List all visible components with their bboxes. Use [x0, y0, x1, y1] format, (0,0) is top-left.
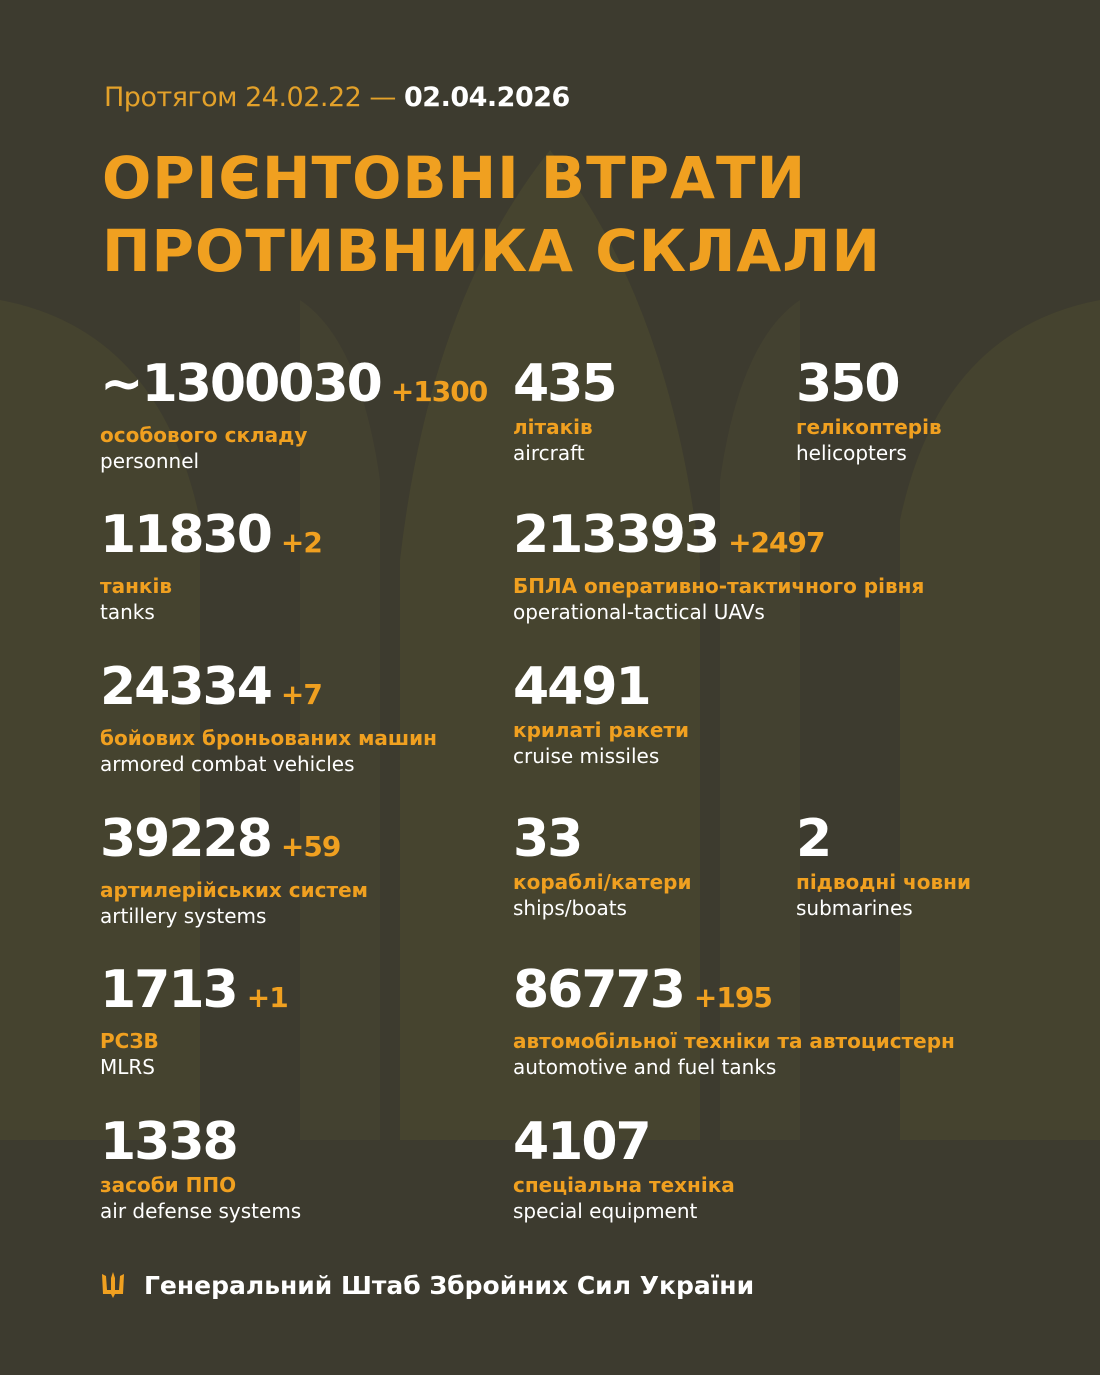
- stat-value: 1713 +1: [100, 960, 289, 1026]
- stat-number: 4107: [513, 1112, 652, 1172]
- stat-label-ua: літаків: [513, 415, 593, 439]
- footer-text: Генеральний Штаб Збройних Сил України: [144, 1270, 755, 1300]
- stat-label-en: submarines: [796, 896, 913, 920]
- stat-operational-tactical-uavs: 213393 +2497 БПЛА оперативно-тактичного р…: [513, 507, 924, 625]
- stat-delta: +2: [280, 526, 323, 559]
- stat-delta: +59: [280, 830, 341, 863]
- stat-air-defense-systems: 1338 засоби ППО air defense systems: [100, 1114, 301, 1224]
- stat-artillery-systems: 39228 +59 артилерійських систем artillery…: [100, 811, 368, 929]
- stat-number: 39228: [100, 809, 273, 869]
- stat-label-ua: автомобільної техніки та автоцистерн: [513, 1029, 955, 1053]
- stat-label-ua: бойових броньованих машин: [100, 726, 437, 750]
- stat-value: 4107: [513, 1114, 735, 1170]
- stat-special-equipment: 4107 спеціальна техніка special equipmen…: [513, 1114, 735, 1224]
- stat-number: ~1300030: [100, 354, 383, 414]
- stat-aircraft: 435 літаків aircraft: [513, 354, 618, 466]
- footer: Генеральний Штаб Збройних Сил України: [100, 1270, 754, 1300]
- title-line: ОРІЄНТОВНІ ВТРАТИ: [102, 144, 807, 212]
- stat-submarines: 2 підводні човни submarines: [796, 811, 971, 921]
- stat-label-ua: гелікоптерів: [796, 415, 942, 439]
- stat-label-ua: РСЗВ: [100, 1029, 159, 1053]
- stat-automotive-and-fuel-tanks: 86773 +195 автомобільної техніки та автоц…: [513, 962, 955, 1080]
- title-line: ПРОТИВНИКА СКЛАЛИ: [102, 217, 881, 285]
- stat-value: 2: [796, 811, 971, 867]
- stat-delta: +1300: [390, 375, 488, 408]
- stat-label-ua: кораблі/катери: [513, 870, 692, 894]
- period-end: 02.04.2026: [404, 82, 570, 113]
- stat-delta: +195: [693, 981, 773, 1014]
- stat-delta: +2497: [728, 526, 825, 559]
- stat-label-en: ships/boats: [513, 896, 627, 920]
- stat-label-ua: особового складу: [100, 423, 308, 447]
- stat-personnel: ~1300030 +1300 особового складу personnel: [100, 354, 488, 474]
- stat-value: 1338: [100, 1114, 301, 1170]
- stat-value: 39228 +59: [100, 811, 368, 875]
- stat-delta: +7: [280, 678, 323, 711]
- stat-helicopters: 350 гелікоптерів helicopters: [796, 356, 942, 466]
- stat-value: 33: [513, 811, 691, 867]
- stat-number: 33: [513, 809, 583, 869]
- stat-number: 11830: [100, 505, 273, 565]
- page-title: ОРІЄНТОВНІ ВТРАТИ ПРОТИВНИКА СКЛАЛИ: [102, 142, 881, 288]
- stat-value: 86773 +195: [513, 962, 955, 1026]
- stat-cruise-missiles: 4491 крилаті ракети cruise missiles: [513, 659, 689, 769]
- stat-label-en: tanks: [100, 600, 155, 624]
- trident-icon: [102, 1272, 124, 1298]
- stat-label-en: cruise missiles: [513, 744, 660, 768]
- stat-label-ua: засоби ППО: [100, 1173, 237, 1197]
- stat-label-ua: спеціальна техніка: [513, 1173, 735, 1197]
- stat-value: 4491: [513, 659, 689, 715]
- stat-value: 435: [513, 354, 618, 414]
- stat-delta: +1: [246, 981, 289, 1014]
- stat-armored-combat-vehicles: 24334 +7 бойових броньованих машин armore…: [100, 659, 437, 777]
- stat-label-en: artillery systems: [100, 904, 267, 928]
- stat-number: 4491: [513, 657, 652, 717]
- stat-label-en: helicopters: [796, 441, 907, 465]
- stat-number: 1713: [100, 960, 239, 1020]
- period-start: Протягом 24.02.22 —: [104, 82, 396, 113]
- stat-label-ua: крилаті ракети: [513, 718, 690, 742]
- stat-number: 86773: [513, 960, 686, 1020]
- stat-label-ua: БПЛА оперативно-тактичного рівня: [513, 574, 925, 598]
- stat-number: 1338: [100, 1112, 239, 1172]
- stat-label-ua: підводні човни: [796, 870, 971, 894]
- stat-label-en: personnel: [100, 449, 200, 473]
- stat-value: 350: [796, 356, 942, 412]
- stat-label-en: special equipment: [513, 1199, 698, 1223]
- stat-label-en: air defense systems: [100, 1199, 302, 1223]
- stat-ships-boats: 33 кораблі/катери ships/boats: [513, 811, 691, 921]
- stat-label-ua: артилерійських систем: [100, 878, 368, 902]
- stat-label-en: operational-tactical UAVs: [513, 600, 765, 624]
- stat-number: 350: [796, 354, 901, 414]
- stat-number: 213393: [513, 505, 720, 565]
- stat-label-en: MLRS: [100, 1055, 155, 1079]
- stat-number: 435: [513, 354, 618, 414]
- stat-tanks: 11830 +2 танків tanks: [100, 505, 323, 625]
- stat-label-en: armored combat vehicles: [100, 752, 355, 776]
- stat-number: 2: [796, 809, 832, 869]
- stat-value: 24334 +7: [100, 659, 437, 723]
- stat-label-en: aircraft: [513, 441, 585, 465]
- stat-mlrs: 1713 +1 РСЗВ MLRS: [100, 960, 289, 1080]
- period: Протягом 24.02.22 — 02.04.2026: [104, 82, 570, 113]
- stat-label-en: automotive and fuel tanks: [513, 1055, 777, 1079]
- stat-label-ua: танків: [100, 574, 172, 598]
- stat-number: 24334: [100, 657, 273, 717]
- stat-value: 213393 +2497: [513, 507, 924, 571]
- stat-value: ~1300030 +1300: [100, 354, 488, 420]
- stat-value: 11830 +2: [100, 505, 323, 571]
